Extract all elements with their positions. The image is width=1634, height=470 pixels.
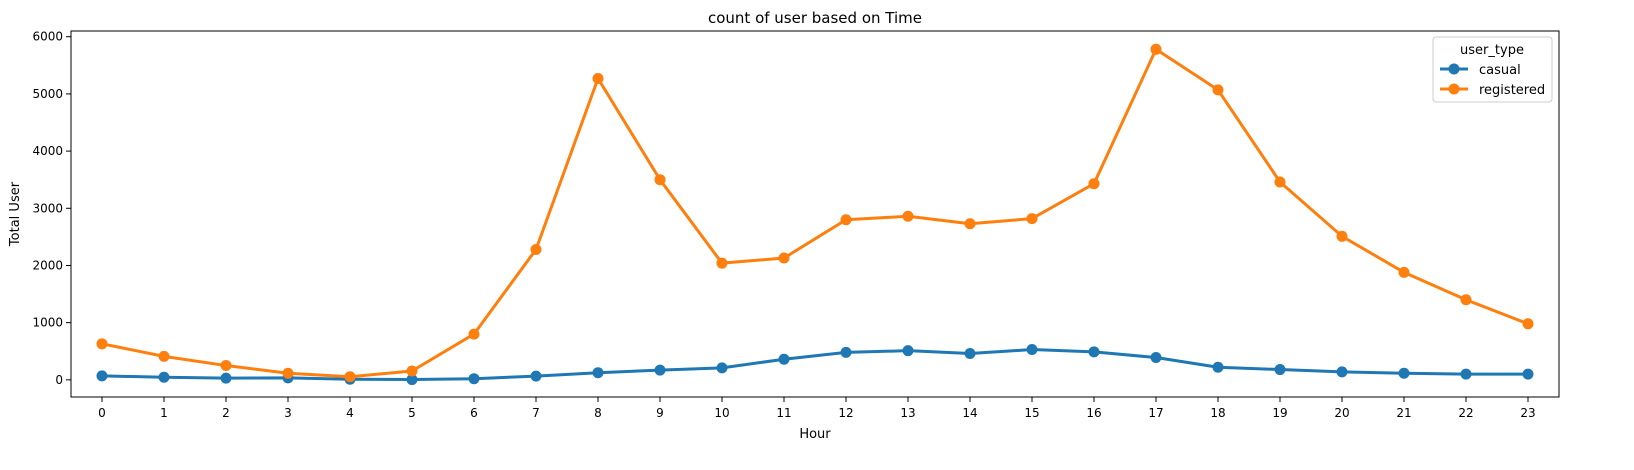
data-point-casual [1336, 366, 1348, 378]
data-point-casual [1460, 368, 1472, 380]
data-point-registered [840, 214, 852, 226]
y-axis: 0 1000 2000 3000 4000 5000 6000 [32, 30, 71, 387]
data-point-casual [406, 374, 418, 386]
data-point-casual [220, 372, 232, 384]
data-point-casual [1150, 352, 1162, 364]
x-tick-label: 15 [1024, 406, 1039, 420]
data-point-registered [158, 350, 170, 362]
x-tick-label: 23 [1520, 406, 1535, 420]
data-point-casual [1088, 346, 1100, 358]
x-tick-label: 12 [838, 406, 853, 420]
legend-label-casual: casual [1479, 63, 1521, 78]
data-point-casual [840, 346, 852, 358]
data-point-casual [158, 371, 170, 383]
data-point-registered [1522, 318, 1534, 330]
data-point-registered [592, 72, 604, 84]
data-point-registered [1460, 294, 1472, 306]
data-point-registered [468, 328, 480, 340]
data-point-registered [96, 338, 108, 350]
x-tick-label: 17 [1148, 406, 1163, 420]
x-tick-label: 5 [408, 406, 416, 420]
data-point-registered [778, 252, 790, 264]
x-tick-label: 7 [532, 406, 540, 420]
x-tick-label: 10 [714, 406, 729, 420]
data-point-registered [530, 243, 542, 255]
x-tick-label: 9 [656, 406, 664, 420]
legend-title: user_type [1460, 43, 1524, 58]
data-point-registered [344, 371, 356, 383]
y-tick-label: 1000 [32, 316, 63, 330]
data-point-registered [902, 210, 914, 222]
data-point-registered [716, 257, 728, 269]
y-tick-label: 2000 [32, 258, 63, 272]
data-point-registered [282, 367, 294, 379]
y-tick-label: 5000 [32, 87, 63, 101]
x-tick-label: 16 [1086, 406, 1101, 420]
y-tick-label: 6000 [32, 30, 63, 44]
x-tick-label: 6 [470, 406, 478, 420]
data-point-casual [468, 373, 480, 385]
x-tick-label: 4 [346, 406, 354, 420]
x-tick-label: 20 [1334, 406, 1349, 420]
x-tick-label: 1 [160, 406, 168, 420]
data-point-registered [1398, 266, 1410, 278]
data-point-casual [1026, 344, 1038, 356]
plot-area [70, 30, 1560, 398]
data-point-registered [654, 174, 666, 186]
x-tick-label: 3 [284, 406, 292, 420]
data-point-casual [1274, 364, 1286, 376]
data-point-casual [778, 353, 790, 365]
data-point-casual [96, 370, 108, 382]
x-axis: 0 1 2 3 4 5 6 7 8 9 10 11 12 13 14 15 16 17 18 19 20 21 22 23 [98, 397, 1536, 420]
x-axis-label: Hour [799, 427, 831, 442]
x-tick-label: 19 [1272, 406, 1287, 420]
data-point-casual [964, 348, 976, 360]
x-tick-label: 21 [1396, 406, 1411, 420]
data-point-casual [530, 370, 542, 382]
data-point-registered [1150, 43, 1162, 55]
data-point-casual [1398, 367, 1410, 379]
data-point-registered [1212, 84, 1224, 96]
series-line-casual [101, 348, 1528, 382]
legend-marker-registered [1448, 83, 1460, 95]
data-point-casual [592, 367, 604, 379]
legend-box [1432, 36, 1553, 103]
legend-label-registered: registered [1479, 83, 1545, 98]
chart-title: count of user based on Time [708, 9, 922, 27]
x-tick-label: 8 [594, 406, 602, 420]
data-point-registered [1274, 176, 1286, 188]
x-tick-label: 18 [1210, 406, 1225, 420]
data-point-registered [220, 360, 232, 372]
legend: user_type casual registered [1432, 36, 1553, 103]
data-point-registered [406, 365, 418, 377]
data-point-casual [716, 362, 728, 374]
y-tick-label: 4000 [32, 144, 63, 158]
data-point-casual [1522, 368, 1534, 380]
y-tick-label: 3000 [32, 201, 63, 215]
data-point-casual [654, 364, 666, 376]
x-tick-label: 13 [900, 406, 915, 420]
x-tick-label: 11 [776, 406, 791, 420]
data-point-registered [1088, 178, 1100, 190]
data-point-casual [1212, 361, 1224, 373]
series-layer [96, 43, 1534, 386]
data-point-registered [964, 218, 976, 230]
x-tick-label: 14 [962, 406, 977, 420]
x-tick-label: 0 [98, 406, 106, 420]
series-line-registered [101, 47, 1529, 379]
y-axis-label: Total User [8, 181, 23, 247]
y-tick-label: 0 [55, 373, 63, 387]
legend-marker-casual [1448, 63, 1460, 75]
x-tick-label: 2 [222, 406, 230, 420]
data-point-casual [902, 345, 914, 357]
data-point-registered [1336, 230, 1348, 242]
data-point-registered [1026, 213, 1038, 225]
x-tick-label: 22 [1458, 406, 1473, 420]
